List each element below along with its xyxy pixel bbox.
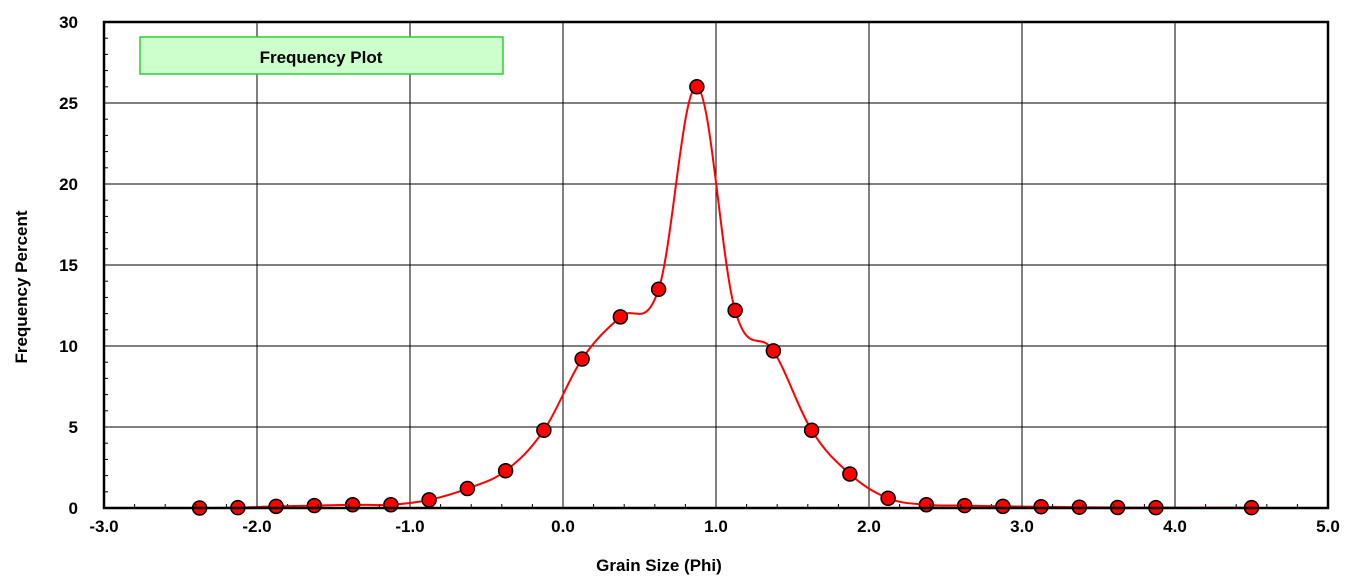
chart-title: Frequency Plot bbox=[260, 48, 383, 67]
y-tick-label: 0 bbox=[69, 499, 78, 518]
data-point bbox=[803, 422, 820, 438]
data-point bbox=[383, 497, 399, 513]
x-tick-label: 3.0 bbox=[1010, 517, 1034, 536]
y-tick-label: 25 bbox=[59, 94, 78, 113]
data-point bbox=[918, 497, 935, 513]
data-point bbox=[612, 309, 629, 325]
legend-box bbox=[139, 36, 504, 75]
data-point bbox=[727, 302, 743, 319]
y-tick-label: 5 bbox=[69, 418, 78, 437]
x-tick-label: 1.0 bbox=[704, 517, 728, 536]
data-point bbox=[880, 490, 896, 507]
data-point bbox=[842, 466, 858, 482]
data-point bbox=[344, 497, 361, 513]
x-tick-label: -3.0 bbox=[89, 517, 118, 536]
x-tick-label: -2.0 bbox=[242, 517, 271, 536]
y-axis-tick-labels: 0 5 10 15 20 25 30 bbox=[59, 13, 78, 518]
data-point bbox=[306, 497, 323, 514]
data-point bbox=[765, 343, 782, 359]
series-line bbox=[199, 85, 1252, 509]
data-points bbox=[191, 79, 1260, 516]
data-point bbox=[650, 281, 667, 298]
y-tick-label: 20 bbox=[59, 175, 78, 194]
x-tick-label: -1.0 bbox=[395, 517, 424, 536]
legend: Frequency Plot bbox=[139, 36, 504, 75]
data-point bbox=[497, 462, 514, 479]
data-point bbox=[421, 492, 437, 508]
axis-ticks bbox=[103, 21, 1329, 509]
data-point bbox=[1033, 498, 1049, 515]
data-point bbox=[995, 498, 1011, 515]
x-tick-label: 2.0 bbox=[857, 517, 881, 536]
data-point bbox=[689, 79, 705, 95]
grid-lines bbox=[104, 22, 1328, 508]
x-axis-tick-labels: -3.0 -2.0 -1.0 0.0 1.0 2.0 3.0 4.0 5.0 bbox=[89, 517, 1339, 536]
data-point bbox=[268, 498, 284, 515]
data-point bbox=[956, 497, 973, 514]
y-tick-label: 30 bbox=[59, 13, 78, 32]
x-tick-label: 5.0 bbox=[1316, 517, 1340, 536]
data-point bbox=[536, 422, 552, 438]
x-tick-label: 0.0 bbox=[551, 517, 575, 536]
y-axis-title: Frequency Percent bbox=[12, 210, 31, 363]
y-tick-label: 10 bbox=[59, 337, 78, 356]
data-point bbox=[574, 351, 590, 367]
y-tick-label: 15 bbox=[59, 256, 78, 275]
x-axis-title: Grain Size (Phi) bbox=[596, 556, 722, 575]
x-tick-label: 4.0 bbox=[1163, 517, 1187, 536]
data-point bbox=[459, 480, 476, 497]
series-layer bbox=[199, 85, 1252, 509]
